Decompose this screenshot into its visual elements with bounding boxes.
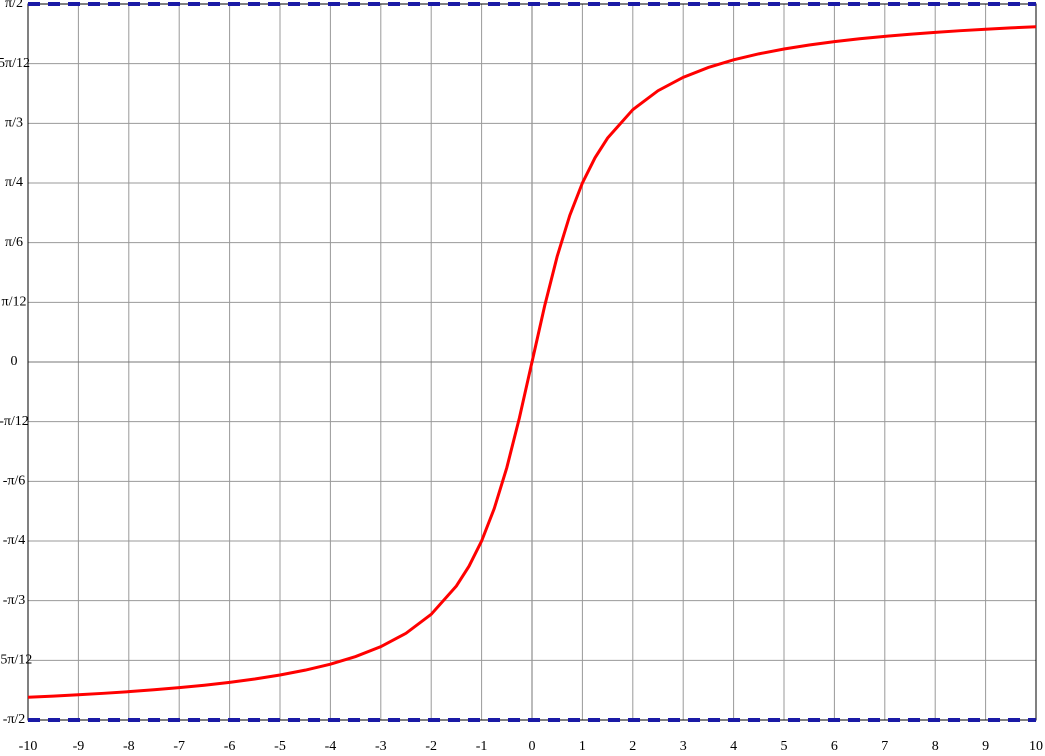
y-tick-label: -π/3 [3,593,26,608]
x-tick-label: 3 [680,739,687,754]
y-tick-label: 0 [11,354,18,369]
x-tick-label: 5 [781,739,788,754]
y-tick-label: -π/2 [3,712,26,727]
x-tick-label: -1 [476,739,488,754]
x-tick-label: -6 [224,739,236,754]
x-tick-label: -8 [123,739,135,754]
x-tick-label: 10 [1029,739,1043,754]
x-tick-label: -7 [173,739,185,754]
y-tick-label: 5π/12 [0,56,30,71]
y-tick-label: -5π/12 [0,653,32,668]
curve [27,25,1037,699]
x-tick-label: -3 [375,739,387,754]
x-tick-label: -4 [325,739,337,754]
x-tick-label: 6 [831,739,838,754]
x-tick-label: 7 [881,739,888,754]
x-tick-label: 9 [982,739,989,754]
x-tick-label: -10 [19,739,38,754]
y-tick-label: π/12 [2,295,27,310]
x-tick-label: 4 [730,739,737,754]
y-tick-label: π/2 [5,0,23,11]
y-tick-label: -π/12 [0,414,29,429]
y-tick-label: π/3 [5,116,23,131]
y-tick-label: π/4 [5,175,23,190]
x-tick-label: -9 [73,739,85,754]
y-tick-label: -π/6 [3,474,26,489]
x-tick-label: 8 [932,739,939,754]
x-tick-label: 1 [579,739,586,754]
y-tick-label: -π/4 [3,533,26,548]
x-tick-label: 2 [629,739,636,754]
x-tick-label: 0 [529,739,536,754]
y-tick-label: π/6 [5,235,23,250]
x-tick-label: -2 [425,739,437,754]
x-tick-label: -5 [274,739,286,754]
